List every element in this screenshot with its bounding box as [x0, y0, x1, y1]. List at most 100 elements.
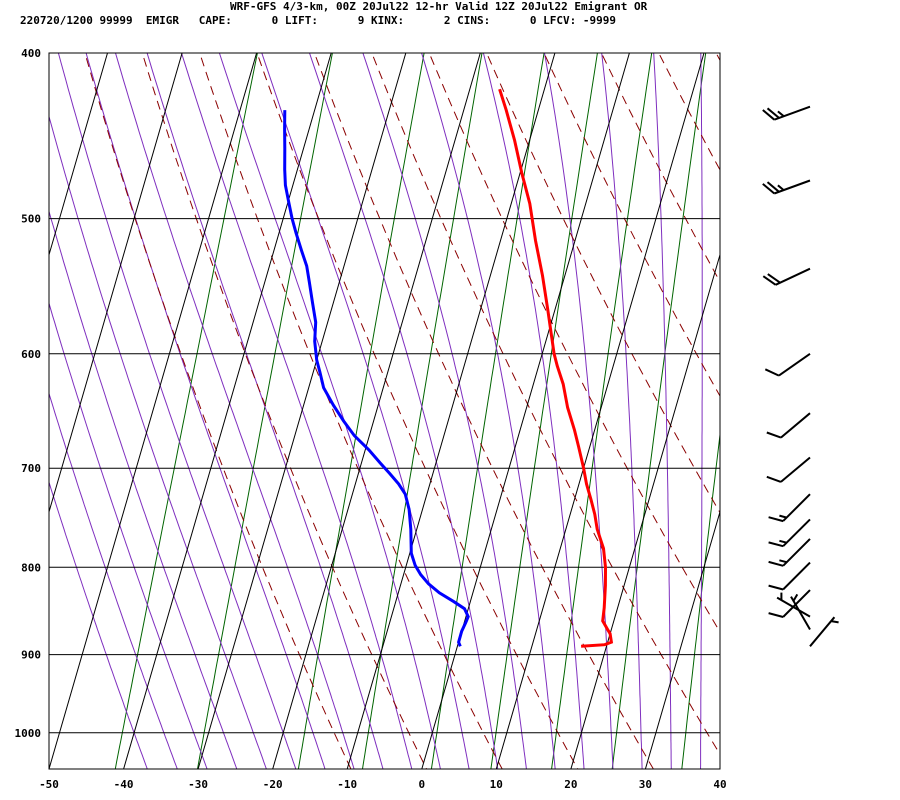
wind-barb [790, 593, 811, 631]
wind-barb [768, 493, 811, 523]
pressure-tick-label: 600 [21, 348, 41, 361]
mixing-ratio-lines [114, 15, 834, 776]
isotherm-line [123, 53, 332, 769]
dry-adiabat-line [313, 53, 654, 769]
wind-barb-feather [768, 560, 784, 567]
wind-barb-shaft [776, 596, 811, 618]
moist-adiabat-line [180, 53, 413, 769]
moist-adiabat-line [700, 53, 703, 769]
dry-adiabat-line [428, 53, 720, 634]
moist-adiabat-line [789, 15, 823, 776]
pressure-tick-label: 500 [21, 213, 41, 226]
mixing-ratio-line [611, 53, 707, 769]
moist-adiabat-line [49, 480, 148, 769]
temperature-tick-label: 10 [490, 778, 503, 791]
dry-adiabat-line [84, 53, 352, 769]
moist-adiabat-line [818, 15, 857, 776]
mixing-ratio-line [751, 15, 834, 776]
temperature-tick-label: 20 [564, 778, 577, 791]
wind-barb-feather [767, 273, 781, 284]
moist-adiabat-line [848, 15, 891, 776]
wind-barb [768, 518, 811, 548]
chart-title: WRF-GFS 4/3-km, 00Z 20Jul22 12-hr Valid … [230, 0, 648, 13]
isotherm-line [421, 53, 630, 769]
wind-barb-feather [766, 475, 782, 483]
wind-barb [768, 589, 811, 618]
temperature-tick-label: 40 [713, 778, 726, 791]
moist-adiabat-line [759, 15, 784, 776]
wind-barb-shaft [773, 105, 811, 121]
isotherm-group [49, 53, 720, 769]
pressure-axis: 400 500 600 700 800 900 1000 [15, 47, 42, 740]
dry-adiabat-line [371, 53, 720, 756]
isotherm-line [49, 53, 258, 769]
pressure-tick-label: 900 [21, 649, 41, 662]
pressure-tick-label: 1000 [15, 727, 42, 740]
dry-adiabat-line [543, 53, 720, 398]
wind-barb [768, 538, 811, 567]
wind-barb-shaft [778, 352, 811, 377]
mixing-ratio-line [114, 53, 258, 769]
isotherm-line [644, 510, 720, 769]
moist-adiabat-line [543, 53, 614, 769]
temperature-tick-label: 30 [639, 778, 652, 791]
moist-adiabat-line [146, 53, 384, 769]
temperature-tick-label: 0 [418, 778, 425, 791]
moist-adiabat-line [85, 53, 326, 769]
wind-barbs [762, 105, 839, 647]
isotherm-line [272, 53, 481, 769]
dry-adiabat-line [809, 15, 900, 776]
wind-barb-feather [777, 184, 785, 191]
isotherm-line [49, 53, 108, 257]
wind-barb-shaft [782, 493, 811, 522]
grid-lines [49, 52, 720, 769]
moist-adiabat-line [49, 301, 208, 769]
wind-barb [762, 105, 811, 121]
dry-adiabat-line [866, 15, 900, 776]
wind-barb-feather [762, 183, 775, 195]
moist-adiabat-line [49, 114, 267, 769]
isotherm-line [346, 53, 556, 769]
moist-adiabat-line [730, 15, 745, 776]
dry-adiabat-line [486, 53, 720, 514]
wind-barb-feather [768, 541, 784, 548]
pressure-tick-label: 400 [21, 47, 41, 60]
mixing-ratio-line [681, 430, 720, 769]
moist-adiabat-line [362, 53, 527, 769]
wind-barb-feather [779, 539, 787, 544]
mixing-ratio-line [196, 53, 333, 769]
wind-barb [809, 616, 839, 647]
temperature-axis: -50 -40 -30 -20 -10 0 10 20 30 40 [39, 778, 727, 791]
mixing-ratio-line [490, 53, 598, 769]
temperature-tick-label: -30 [188, 778, 208, 791]
wind-barb-feather [766, 107, 780, 119]
wind-barb-shaft [782, 538, 811, 567]
moist-adiabats [49, 15, 891, 776]
wind-barb [766, 412, 811, 439]
temperature-tick-label: -50 [39, 778, 59, 791]
moist-adiabat-line [218, 53, 441, 769]
dry-adiabat-line [715, 53, 720, 62]
wind-barb-shaft [809, 616, 836, 647]
wind-barb-feather [766, 181, 780, 193]
wind-barb-feather [831, 620, 839, 624]
wind-barb-shaft [782, 589, 811, 618]
wind-barb [776, 592, 811, 618]
wind-barb-feather [762, 109, 775, 121]
mixing-ratio-line [430, 53, 545, 769]
moist-adiabat-line [421, 53, 556, 769]
wind-barb-shaft [775, 267, 811, 286]
wind-barb-feather [777, 110, 785, 117]
moist-adiabat-line [308, 53, 499, 769]
temperature-tick-label: -40 [114, 778, 134, 791]
dewpoint-profile-line [283, 110, 470, 647]
mixing-ratio-line [361, 53, 483, 769]
wind-barb [768, 561, 811, 591]
wind-barb-feather [764, 368, 780, 377]
wind-barb [766, 456, 811, 483]
wind-barb-feather [779, 559, 787, 564]
pressure-tick-label: 800 [21, 561, 41, 574]
moist-adiabat-line [261, 53, 470, 769]
wind-barb-feather [762, 275, 777, 286]
